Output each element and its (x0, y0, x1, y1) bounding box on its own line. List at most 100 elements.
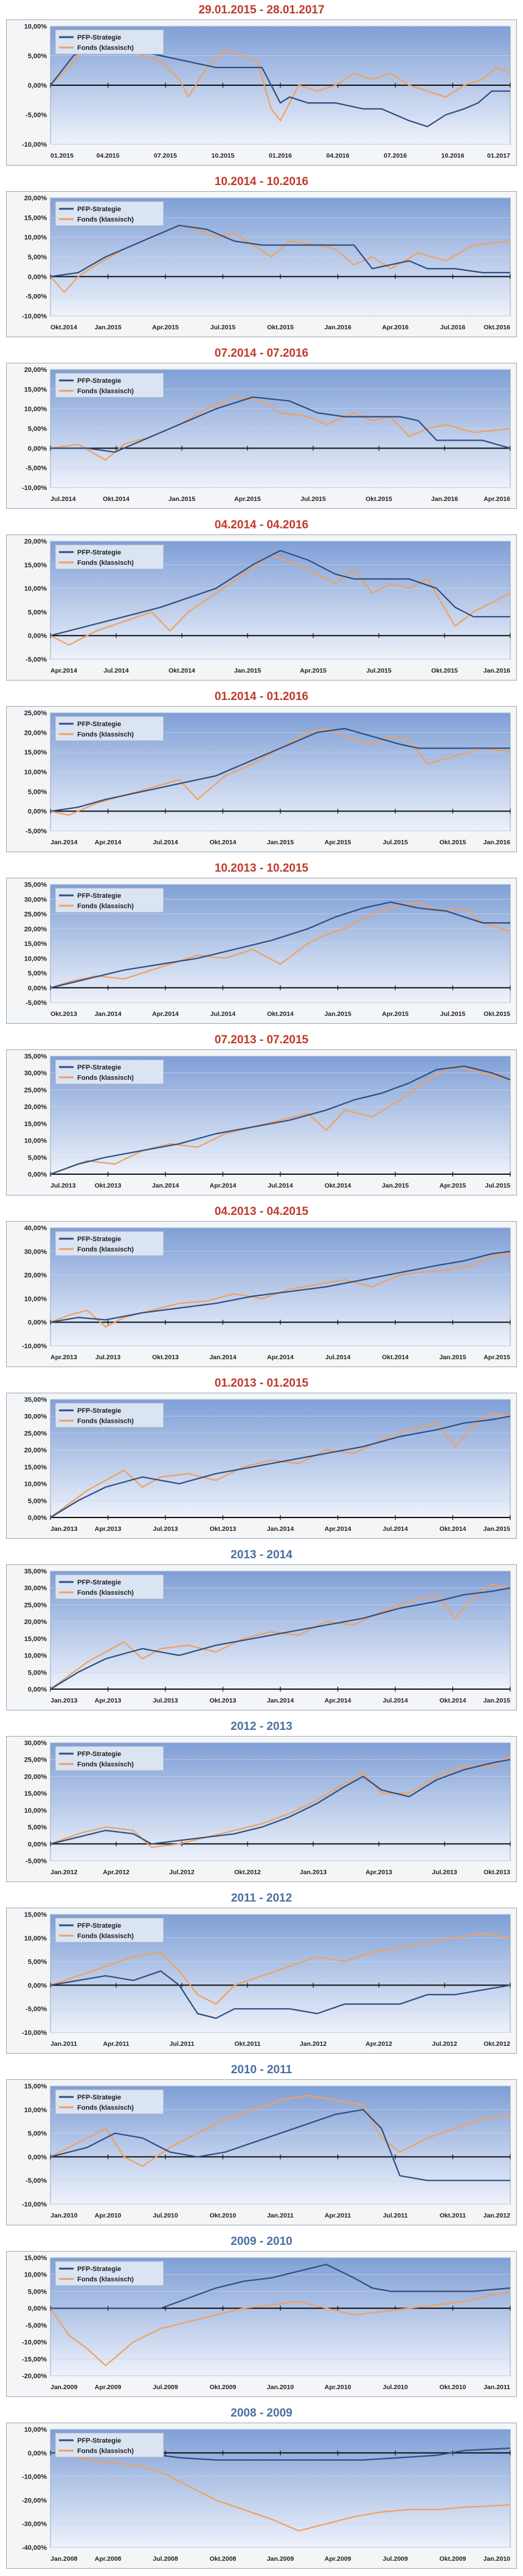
x-tick-label: Jul.2009 (383, 2555, 408, 2563)
x-tick-label: Jan.2015 (483, 1525, 511, 1533)
chart-title: 29.01.2015 - 28.01.2017 (198, 4, 325, 16)
y-tick-label: -10,00% (22, 2339, 47, 2347)
legend-label: Fonds (klassisch) (77, 2276, 134, 2283)
y-tick-label: 10,00% (24, 2107, 47, 2114)
y-tick-label: -10,00% (22, 2029, 47, 2037)
x-tick-label: Okt.2014 (440, 1525, 466, 1533)
series-line-pfp-strategie (50, 1250, 511, 1323)
chart-frame: 10,00% 0,00% -10,00% -20,00% -30,00% -40,00% J… (6, 2423, 517, 2569)
x-tick-label: Jul.2015 (383, 839, 408, 846)
x-tick-label: Jul.2010 (153, 2212, 178, 2219)
legend (55, 1231, 164, 1256)
y-tick-label: 20,00% (24, 1447, 47, 1454)
x-tick-label: Jan.2014 (50, 839, 78, 846)
x-tick-label: Okt.2012 (483, 2040, 510, 2048)
x-tick-label: Jul.2013 (432, 1869, 457, 1876)
y-tick-label: 5,00% (28, 1824, 47, 1832)
x-tick-label: Apr.2012 (103, 1869, 130, 1876)
x-tick-label: Okt.2014 (168, 667, 195, 674)
series-line-fonds-klassisch (50, 1932, 511, 2005)
x-tick-label: Okt.2013 (210, 1525, 237, 1533)
chart-title: 07.2013 - 07.2015 (214, 1034, 309, 1046)
y-tick-label: 0,00% (28, 1982, 47, 1989)
y-tick-label: 5,00% (28, 254, 47, 261)
y-tick-label: -5,00% (26, 112, 47, 119)
y-tick-label: -5,00% (26, 2006, 47, 2013)
x-tick-label: Okt.2013 (210, 1697, 237, 1704)
x-tick-label: Apr.2014 (152, 1010, 179, 1018)
x-tick-label: 07.2015 (154, 152, 177, 159)
y-tick-label: 15,00% (24, 214, 47, 222)
x-tick-label: 04.2016 (327, 152, 350, 159)
series-line-pfp-strategie (50, 225, 510, 278)
y-tick-label: 30,00% (24, 1413, 47, 1421)
chart-frame: 35,00% 30,00% 25,00% 20,00% 15,00% 10,00% 5,00… (6, 1564, 517, 1710)
y-tick-label: 10,00% (24, 1295, 47, 1303)
y-tick-label: 35,00% (24, 881, 47, 889)
x-tick-label: Jul.2014 (325, 1354, 351, 1361)
x-tick-label: Okt.2014 (440, 1697, 466, 1704)
line-chart: 20,00%15,00%10,00%5,00%0,00%-5,00%Apr.20… (24, 538, 511, 674)
series-line-pfp-strategie (50, 1759, 511, 1845)
series-line-pfp-strategie (50, 1415, 511, 1518)
x-tick-label: Jan.2012 (300, 2040, 327, 2048)
x-tick-label: 01.2015 (50, 152, 74, 159)
x-tick-label: Okt.2014 (103, 495, 130, 503)
series-line-pfp-strategie (50, 37, 510, 127)
x-tick-label: Jul.2013 (153, 1525, 178, 1533)
y-tick-label: 5,00% (28, 609, 47, 616)
legend-label: Fonds (klassisch) (77, 903, 134, 910)
x-tick-label: Jul.2014 (268, 1182, 293, 1189)
y-tick-label: 15,00% (24, 1636, 47, 1643)
x-tick-label: 07.2016 (384, 152, 407, 159)
x-tick-label: Jul.2008 (153, 2555, 178, 2563)
series-line-fonds-klassisch (50, 1584, 511, 1690)
x-tick-label: Okt.2011 (440, 2212, 466, 2219)
x-tick-label: Jan.2011 (267, 2212, 294, 2219)
y-tick-label: 15,00% (24, 1464, 47, 1471)
x-tick-label: Jul.2012 (169, 1869, 195, 1876)
x-tick-label: Jan.2014 (267, 1525, 294, 1533)
x-tick-label: Jan.2014 (209, 1354, 237, 1361)
legend-label: PFP-Strategie (77, 206, 121, 213)
legend (55, 2261, 164, 2286)
y-tick-label: -10,00% (22, 1343, 47, 1350)
x-tick-label: Jul.2014 (103, 667, 129, 674)
legend (55, 887, 164, 913)
y-tick-label: 30,00% (24, 1070, 47, 1077)
y-tick-label: 5,00% (28, 788, 47, 796)
x-tick-label: Jul.2014 (383, 1525, 408, 1533)
y-tick-label: 5,00% (28, 970, 47, 978)
y-tick-label: 25,00% (24, 911, 47, 919)
chart-title: 2008 - 2009 (230, 2407, 293, 2420)
x-tick-label: Jan.2016 (431, 495, 459, 503)
x-tick-label: Jan.2014 (267, 1697, 294, 1704)
y-tick-label: -5,00% (26, 1858, 47, 1865)
line-chart: 15,00% 10,00% 5,00% 0,00% -5,00% -10,00% -15,0… (22, 2255, 511, 2391)
series-line-pfp-strategie (50, 1065, 511, 1175)
legend (55, 1574, 164, 1600)
legend-label: PFP-Strategie (77, 721, 121, 728)
legend (55, 1402, 164, 1428)
x-tick-label: Apr.2013 (95, 1697, 122, 1704)
x-tick-label: 01.2017 (487, 152, 510, 159)
x-tick-label: Jan.2015 (483, 1697, 511, 1704)
y-tick-label: 20,00% (24, 1272, 47, 1279)
y-tick-label: 0,00% (28, 2450, 47, 2457)
x-tick-label: Jul.2014 (50, 495, 76, 503)
y-tick-label: -5,00% (26, 293, 47, 301)
x-tick-label: Jan.2016 (483, 839, 511, 846)
legend-label: PFP-Strategie (77, 2266, 121, 2273)
x-tick-label: Jul.2013 (153, 1697, 178, 1704)
line-chart: 15,00%10,00%5,00%0,00%-5,00%-10,00%Jan.2… (22, 2083, 511, 2219)
line-chart: 15,00%10,00%5,00%0,00%-5,00%-10,00%Jan.2… (22, 1911, 511, 2048)
y-tick-label: -10,00% (22, 2201, 47, 2208)
y-tick-label: 5,00% (28, 2288, 47, 2295)
legend-label: PFP-Strategie (77, 892, 121, 900)
y-tick-label: 35,00% (24, 1568, 47, 1575)
x-tick-label: Jul.2015 (300, 495, 326, 503)
line-chart: 25,00% 20,00% 15,00% 10,00% 5,00% 0,00% -5,00%… (24, 710, 511, 846)
x-tick-label: Okt.2013 (95, 1182, 122, 1189)
line-chart: 40,00%30,00%20,00%10,00%0,00%-10,00%Apr.… (22, 1225, 511, 1361)
x-tick-label: Apr.2016 (483, 495, 510, 503)
